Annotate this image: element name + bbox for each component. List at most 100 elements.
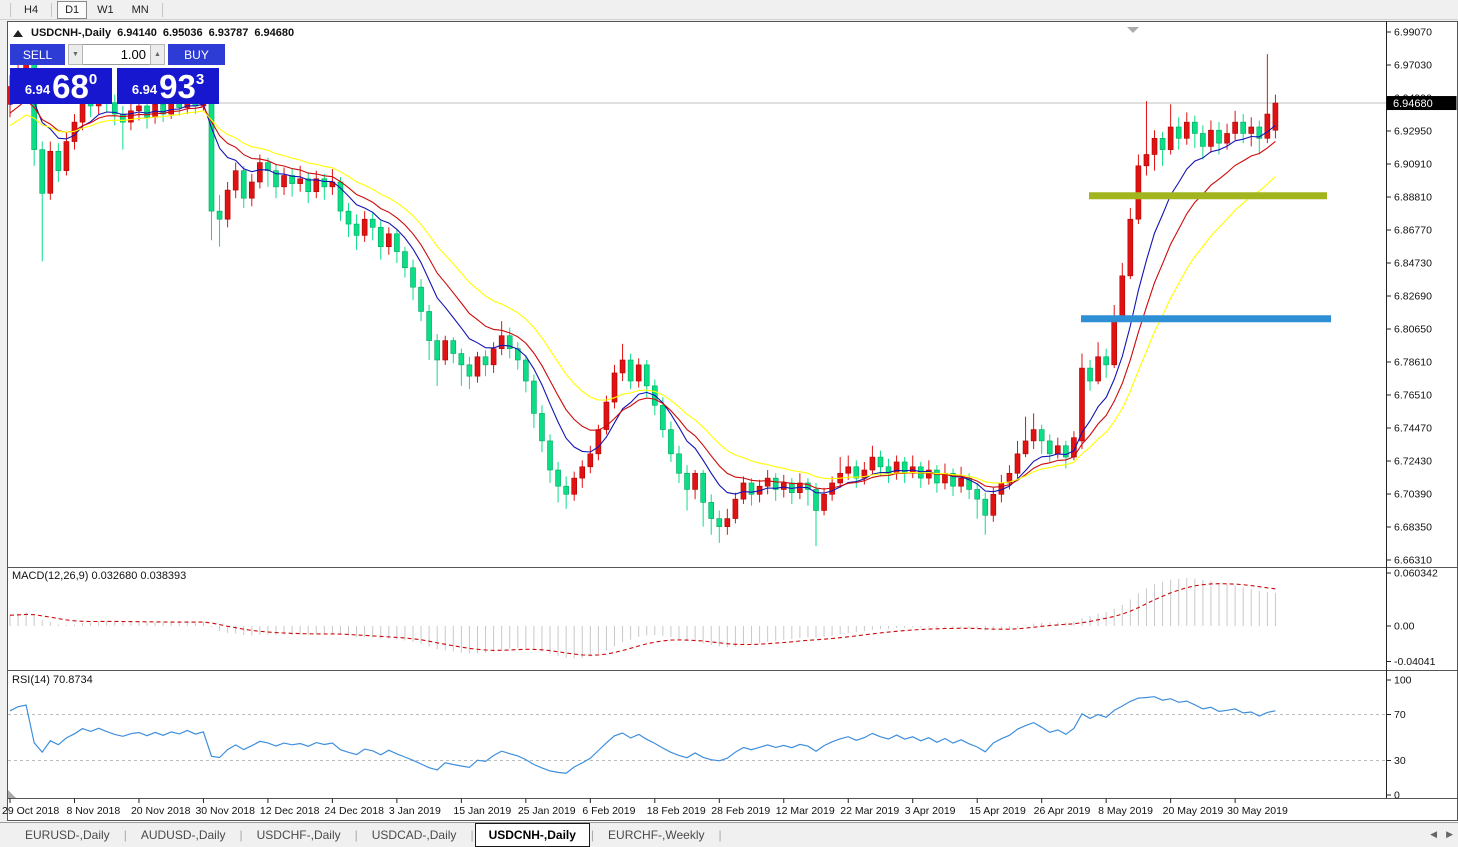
one-click-trading-widget: SELL ▼ ▲ BUY 6.94 68 0 6.94 93 3 bbox=[10, 44, 225, 104]
svg-text:6.78610: 6.78610 bbox=[1394, 357, 1432, 369]
tab-divider: | bbox=[718, 827, 722, 842]
svg-text:29 Oct 2018: 29 Oct 2018 bbox=[2, 805, 59, 817]
volume-increase-button[interactable]: ▲ bbox=[150, 44, 165, 65]
buy-price-point: 3 bbox=[195, 71, 205, 88]
sell-price-point: 0 bbox=[88, 71, 98, 88]
tab-divider: | bbox=[470, 827, 474, 842]
svg-text:-0.04041: -0.04041 bbox=[1394, 656, 1436, 668]
tab-scroll-right-icon[interactable]: ▶ bbox=[1446, 829, 1453, 839]
svg-text:6 Feb 2019: 6 Feb 2019 bbox=[582, 805, 635, 817]
svg-text:20 May 2019: 20 May 2019 bbox=[1163, 805, 1224, 817]
chart-tab-usdcnh-daily[interactable]: USDCNH-,Daily bbox=[474, 822, 590, 847]
sell-price-pips: 68 bbox=[52, 68, 89, 105]
tab-scroll-left-icon[interactable]: ◀ bbox=[1430, 829, 1438, 839]
rsi-indicator-label: RSI(14) 70.8734 bbox=[12, 674, 93, 686]
svg-text:0.00: 0.00 bbox=[1394, 621, 1415, 633]
chart-tab-eurchf-weekly[interactable]: EURCHF-,Weekly bbox=[608, 827, 705, 842]
svg-text:12 Dec 2018: 12 Dec 2018 bbox=[260, 805, 320, 817]
svg-text:6.97030: 6.97030 bbox=[1394, 60, 1432, 72]
svg-text:12 Mar 2019: 12 Mar 2019 bbox=[776, 805, 835, 817]
buy-price-box[interactable]: 6.94 93 3 bbox=[117, 68, 219, 104]
timeframe-d1-button[interactable]: D1 bbox=[57, 0, 88, 19]
chart-window: 6.990706.970306.949906.929506.909106.888… bbox=[2, 21, 1458, 822]
tab-divider: | bbox=[239, 827, 243, 842]
svg-text:0: 0 bbox=[1394, 790, 1400, 802]
buy-price-prefix: 6.94 bbox=[131, 82, 158, 97]
svg-text:22 Mar 2019: 22 Mar 2019 bbox=[840, 805, 899, 817]
chart-symbol-label: USDCNH-,Daily bbox=[31, 27, 112, 39]
svg-text:6.76510: 6.76510 bbox=[1394, 390, 1432, 402]
svg-text:6.72430: 6.72430 bbox=[1394, 456, 1432, 468]
chart-high-value: 6.95036 bbox=[162, 27, 203, 39]
chart-tab-audusd-daily[interactable]: AUDUSD-,Daily bbox=[140, 827, 226, 842]
chart-shift-marker-icon[interactable] bbox=[1127, 27, 1139, 33]
macd-signal-line bbox=[9, 583, 1276, 656]
svg-text:6.88810: 6.88810 bbox=[1394, 192, 1432, 204]
toolbar-divider bbox=[51, 2, 53, 17]
toolbar-divider bbox=[161, 2, 163, 17]
svg-text:15 Jan 2019: 15 Jan 2019 bbox=[453, 805, 511, 817]
svg-text:18 Feb 2019: 18 Feb 2019 bbox=[647, 805, 706, 817]
chart-title: USDCNH-,Daily 6.94140 6.95036 6.93787 6.… bbox=[13, 27, 300, 39]
chart-tab-usdchf-daily[interactable]: USDCHF-,Daily bbox=[256, 827, 341, 842]
timeframe-h4-button[interactable]: H4 bbox=[24, 3, 39, 16]
buy-price-pips: 93 bbox=[159, 68, 196, 105]
svg-text:24 Dec 2018: 24 Dec 2018 bbox=[324, 805, 384, 817]
svg-text:6.70390: 6.70390 bbox=[1394, 489, 1432, 501]
chart-canvas[interactable]: 6.990706.970306.949906.929506.909106.888… bbox=[2, 21, 1458, 822]
svg-text:30 Nov 2018: 30 Nov 2018 bbox=[195, 805, 255, 817]
chart-open-value: 6.94140 bbox=[117, 27, 157, 39]
timeframe-w1-button[interactable]: W1 bbox=[97, 3, 114, 16]
svg-text:6.92950: 6.92950 bbox=[1394, 126, 1432, 138]
rsi-line bbox=[9, 696, 1276, 774]
chart-low-value: 6.93787 bbox=[208, 27, 249, 39]
one-click-collapse-icon[interactable] bbox=[13, 29, 23, 37]
svg-text:6.86770: 6.86770 bbox=[1394, 225, 1432, 237]
buy-button[interactable]: BUY bbox=[168, 44, 225, 65]
sell-price-box[interactable]: 6.94 68 0 bbox=[10, 68, 112, 104]
svg-text:3 Jan 2019: 3 Jan 2019 bbox=[389, 805, 441, 817]
svg-text:6.94680: 6.94680 bbox=[1393, 98, 1433, 110]
svg-text:0.060342: 0.060342 bbox=[1394, 567, 1438, 579]
svg-text:6.84730: 6.84730 bbox=[1394, 258, 1432, 270]
macd-pane bbox=[9, 578, 1276, 659]
current-price-tag: 6.94680 bbox=[1386, 96, 1457, 111]
timeframe-mn-button[interactable]: MN bbox=[131, 3, 149, 16]
svg-text:6.74470: 6.74470 bbox=[1394, 423, 1432, 435]
rsi-axis[interactable]: 100 70 30 0 bbox=[1386, 675, 1412, 802]
timeframe-toolbar: H4 D1 W1 MN bbox=[0, 0, 1458, 20]
svg-text:28 Feb 2019: 28 Feb 2019 bbox=[711, 805, 770, 817]
sell-price-prefix: 6.94 bbox=[24, 82, 51, 97]
time-axis[interactable]: 29 Oct 2018 8 Nov 2018 20 Nov 2018 30 Nov 2… bbox=[2, 798, 1288, 818]
svg-text:8 Nov 2018: 8 Nov 2018 bbox=[66, 805, 120, 817]
svg-text:70: 70 bbox=[1394, 709, 1406, 721]
svg-text:6.68350: 6.68350 bbox=[1394, 522, 1432, 534]
chart-tab-usdcad-daily[interactable]: USDCAD-,Daily bbox=[371, 827, 457, 842]
rsi-pane bbox=[8, 696, 1385, 774]
svg-text:26 Apr 2019: 26 Apr 2019 bbox=[1034, 805, 1091, 817]
ema-8-line bbox=[9, 87, 1276, 495]
svg-text:6.82690: 6.82690 bbox=[1394, 291, 1432, 303]
svg-text:6.66310: 6.66310 bbox=[1394, 555, 1432, 567]
sell-button[interactable]: SELL bbox=[10, 44, 65, 65]
macd-indicator-label: MACD(12,26,9) 0.032680 0.038393 bbox=[12, 570, 187, 582]
svg-text:6.80650: 6.80650 bbox=[1394, 324, 1432, 336]
svg-text:6.90910: 6.90910 bbox=[1394, 159, 1432, 171]
svg-text:30: 30 bbox=[1394, 755, 1406, 767]
chart-close-value: 6.94680 bbox=[254, 27, 295, 39]
svg-text:25 Jan 2019: 25 Jan 2019 bbox=[518, 805, 576, 817]
chart-tab-bar: EURUSD-,Daily | AUDUSD-,Daily | USDCHF-,Dail… bbox=[0, 822, 1458, 847]
svg-text:30 May 2019: 30 May 2019 bbox=[1227, 805, 1288, 817]
svg-text:3 Apr 2019: 3 Apr 2019 bbox=[905, 805, 956, 817]
volume-input[interactable] bbox=[83, 44, 150, 65]
tab-divider: | bbox=[354, 827, 358, 842]
volume-decrease-button[interactable]: ▼ bbox=[68, 44, 83, 65]
chart-tab-eurusd-daily[interactable]: EURUSD-,Daily bbox=[25, 827, 110, 842]
toolbar-divider bbox=[10, 2, 11, 17]
macd-axis[interactable]: 0.060342 0.00 -0.04041 bbox=[1386, 567, 1438, 668]
tab-divider: | bbox=[123, 827, 127, 842]
svg-text:6.99070: 6.99070 bbox=[1394, 27, 1432, 39]
ema-13-line bbox=[9, 99, 1276, 490]
svg-text:8 May 2019: 8 May 2019 bbox=[1098, 805, 1153, 817]
